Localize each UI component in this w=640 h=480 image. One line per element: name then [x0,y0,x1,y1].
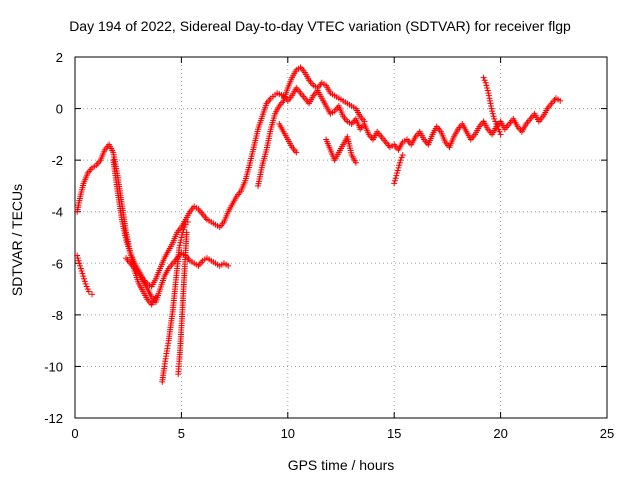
data-point [89,291,96,298]
data-point [77,265,84,272]
data-point [184,219,191,226]
data-point [361,118,368,125]
data-point [225,262,232,269]
data-point [76,260,83,267]
data-point [485,90,492,97]
data-point [399,151,406,158]
data-point [396,162,403,169]
data-point [392,175,399,182]
data-point [391,180,398,187]
data-point [397,157,404,164]
data-point [181,224,188,231]
data-point [74,252,81,259]
data-point [83,283,90,290]
data-point [483,82,490,89]
y-tick-label: -2 [51,153,63,168]
data-point [487,100,494,107]
data-point [480,74,487,81]
data-point [495,126,502,133]
y-tick-label: -12 [44,411,63,426]
data-point [176,244,183,251]
data-point [177,239,184,246]
data-point [394,167,401,174]
data-point [82,280,89,287]
data-point [85,288,92,295]
data-point [486,97,493,104]
data-point [484,87,491,94]
y-tick-label: -10 [44,359,63,374]
x-tick-label: 25 [600,426,614,441]
data-point [491,115,498,122]
data-point [74,255,81,262]
y-axis-label: SDTVAR / TECUs [9,183,25,297]
data-point [398,154,405,161]
x-tick-label: 10 [281,426,295,441]
x-tick-label: 20 [493,426,507,441]
data-point [481,77,488,84]
data-point [391,177,398,184]
data-point [352,159,359,166]
x-tick-label: 5 [178,426,185,441]
y-tick-label: -4 [51,205,63,220]
data-point [77,262,84,269]
data-point [396,159,403,166]
data-point [79,270,86,277]
data-point [183,229,190,236]
y-tick-label: -6 [51,256,63,271]
data-point [75,257,82,264]
data-point [557,97,564,104]
data-point [496,128,503,135]
data-point [488,105,495,112]
data-point [177,237,184,244]
data-point [493,121,500,128]
data-point [488,102,495,109]
data-point [490,113,497,120]
data-point [393,172,400,179]
data-point [485,92,492,99]
data-point [482,79,489,86]
data-point [81,278,88,285]
plot-frame [74,56,608,419]
x-axis-label: GPS time / hours [287,457,395,473]
data-point [492,118,499,125]
data-point [494,123,501,130]
data-point [178,234,185,241]
data-point [489,110,496,117]
data-point [486,95,493,102]
data-point [394,170,401,177]
data-point [84,286,91,293]
data-point [293,149,300,156]
x-tick-label: 0 [71,426,78,441]
chart-title: Day 194 of 2022, Sidereal Day-to-day VTE… [69,18,571,34]
x-tick-label: 15 [387,426,401,441]
data-point [497,131,504,138]
y-tick-label: 0 [56,102,63,117]
data-point [80,273,87,280]
y-tick-label: -8 [51,308,63,323]
data-point [180,226,187,233]
data-point [78,268,85,275]
data-point [395,164,402,171]
data-point [176,242,183,249]
data-point [489,108,496,115]
data-point [484,84,491,91]
data-point [81,275,88,282]
y-tick-label: 2 [56,50,63,65]
